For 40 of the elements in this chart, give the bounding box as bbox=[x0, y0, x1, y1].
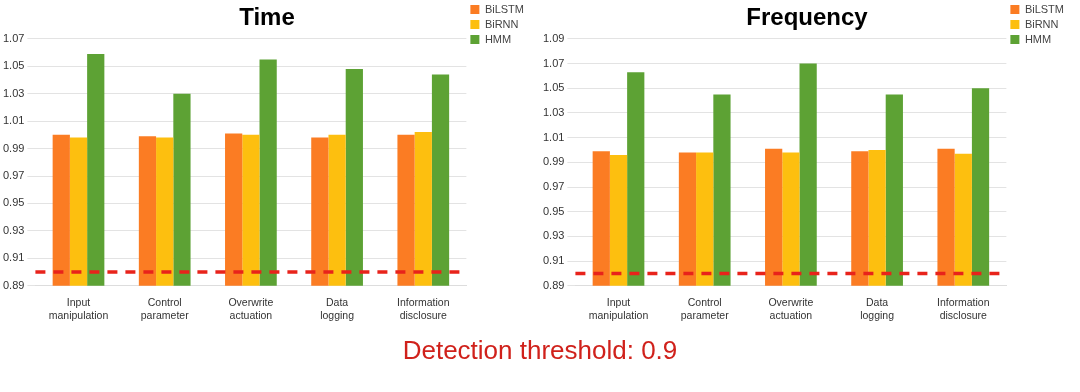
legend-label: BiRNN bbox=[1024, 17, 1059, 30]
x-tick-label: Input manipulation bbox=[48, 295, 109, 321]
y-tick-label: 1.09 bbox=[542, 31, 565, 44]
y-tick-label: 0.95 bbox=[2, 196, 25, 209]
y-tick-label: 0.99 bbox=[542, 155, 565, 168]
y-tick-label: 0.89 bbox=[542, 278, 565, 291]
y-tick-label: 1.03 bbox=[542, 105, 565, 118]
text: Detection threshold: 0.9 bbox=[401, 335, 679, 366]
y-tick-label: 0.93 bbox=[542, 229, 565, 242]
chart-title: Frequency bbox=[746, 3, 869, 31]
y-tick-label: 1.05 bbox=[542, 81, 565, 94]
y-tick-label: 0.89 bbox=[2, 278, 25, 291]
x-tick-label: Input manipulation bbox=[588, 295, 649, 321]
y-tick-label: 1.01 bbox=[542, 130, 565, 143]
y-tick-label: 1.07 bbox=[2, 31, 25, 44]
y-tick-label: 0.93 bbox=[2, 223, 25, 236]
x-tick-label: Control parameter bbox=[680, 295, 730, 321]
legend-label: BiLSTM bbox=[1024, 2, 1065, 15]
x-tick-label: Information disclosure bbox=[397, 295, 450, 321]
x-tick-label: Control parameter bbox=[140, 295, 190, 321]
chart-title: Time bbox=[239, 3, 295, 31]
y-tick-label: 1.07 bbox=[542, 56, 565, 69]
legend-label: HMM bbox=[1024, 32, 1052, 45]
y-tick-label: 1.01 bbox=[2, 114, 25, 127]
y-tick-label: 1.05 bbox=[2, 59, 25, 72]
x-tick-label: Data logging bbox=[860, 295, 895, 321]
y-tick-label: 0.99 bbox=[2, 141, 25, 154]
legend-label: HMM bbox=[484, 32, 512, 45]
x-tick-label: Overwrite actuation bbox=[768, 295, 814, 321]
y-tick-label: 0.97 bbox=[542, 180, 565, 193]
y-tick-label: 0.95 bbox=[542, 204, 565, 217]
y-tick-label: 0.91 bbox=[542, 254, 565, 267]
x-tick-label: Overwrite actuation bbox=[228, 295, 274, 321]
x-tick-label: Data logging bbox=[320, 295, 355, 321]
x-tick-label: Information disclosure bbox=[937, 295, 990, 321]
y-tick-label: 0.91 bbox=[2, 251, 25, 264]
y-tick-label: 0.97 bbox=[2, 169, 25, 182]
y-tick-label: 1.03 bbox=[2, 86, 25, 99]
legend-label: BiRNN bbox=[484, 17, 519, 30]
legend-label: BiLSTM bbox=[484, 2, 525, 15]
